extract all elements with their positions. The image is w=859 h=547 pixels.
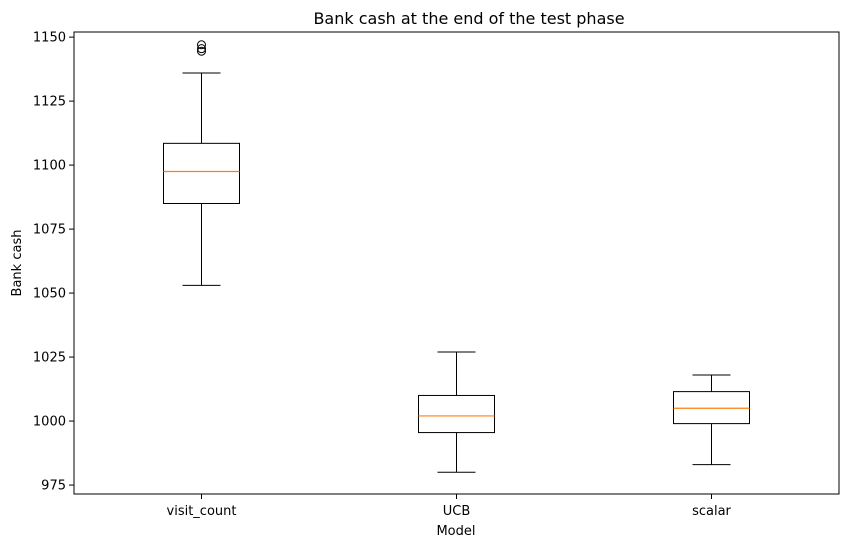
y-axis-title: Bank cash <box>10 230 25 297</box>
box-iqr <box>418 394 495 434</box>
y-tick-label: 1050 <box>33 287 66 302</box>
outlier-point <box>197 46 206 56</box>
y-tick-label: 1025 <box>33 351 66 366</box>
x-axis-title: Model <box>436 524 475 539</box>
x-tick-label: visit_count <box>167 504 237 519</box>
plot-area-frame <box>73 31 840 495</box>
chart-title: Bank cash at the end of the test phase <box>313 9 624 28</box>
box-iqr <box>673 391 750 425</box>
y-tick-label: 1125 <box>33 95 66 110</box>
y-tick-label: 1150 <box>33 31 66 46</box>
y-tick-label: 1000 <box>33 415 66 430</box>
outlier-point <box>197 40 206 50</box>
outlier-point <box>197 44 206 54</box>
y-tick-label: 975 <box>41 479 66 494</box>
y-tick-label: 1100 <box>33 159 66 174</box>
box-iqr <box>163 142 240 204</box>
x-tick-label: scalar <box>692 504 731 519</box>
y-tick-label: 1075 <box>33 223 66 238</box>
x-tick-label: UCB <box>443 504 471 519</box>
